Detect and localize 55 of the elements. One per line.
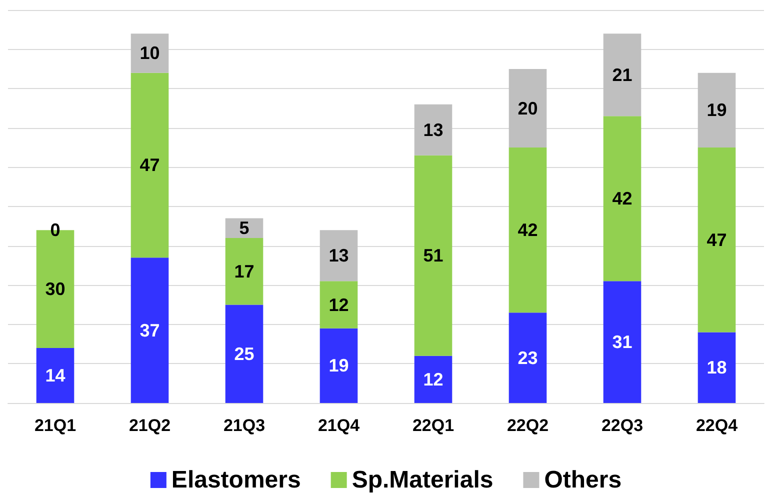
bar	[508, 312, 547, 403]
bar	[414, 356, 452, 403]
data-label: 20	[518, 98, 538, 118]
bar	[130, 258, 169, 403]
data-label: 5	[239, 218, 250, 238]
data-label: 21	[612, 64, 632, 85]
x-tick-label: 21Q1	[34, 416, 76, 435]
legend-label: Others	[544, 466, 622, 494]
data-label: 47	[706, 230, 727, 250]
data-label: 25	[234, 344, 254, 364]
x-tick-label: 22Q4	[696, 416, 738, 435]
data-label: 17	[234, 261, 254, 282]
bar	[508, 68, 547, 148]
data-label: 37	[140, 320, 160, 340]
x-tick-label: 21Q2	[128, 416, 171, 435]
data-label: 19	[706, 100, 727, 120]
data-label: 51	[423, 246, 444, 266]
bar	[603, 116, 642, 282]
data-label: 19	[328, 356, 349, 376]
data-label: 42	[518, 220, 538, 240]
bar	[225, 238, 264, 305]
bar	[320, 281, 358, 328]
data-label: 18	[706, 358, 727, 378]
bar	[603, 281, 642, 403]
x-tick-label: 22Q2	[506, 416, 549, 435]
bar	[698, 72, 736, 148]
data-label: 14	[45, 365, 66, 386]
data-label: 13	[328, 246, 349, 266]
x-tick-label: 21Q3	[223, 416, 266, 435]
data-label: 23	[518, 348, 538, 368]
bar	[130, 34, 169, 73]
bar	[130, 72, 169, 258]
bar	[603, 34, 642, 116]
bar	[36, 348, 74, 403]
data-label: 12	[328, 294, 349, 315]
bar	[698, 148, 736, 332]
bar	[414, 104, 452, 156]
data-label: 47	[140, 155, 160, 176]
data-label: 13	[423, 120, 444, 140]
x-tick-label: 22Q1	[412, 416, 454, 435]
data-label: 42	[612, 188, 632, 209]
bar	[508, 148, 547, 313]
x-tick-label: 22Q3	[601, 416, 644, 435]
legend-label: Sp.Materials	[352, 466, 494, 494]
bar	[320, 230, 358, 282]
bar	[414, 155, 452, 356]
data-label: 31	[612, 332, 632, 352]
x-tick-label: 21Q4	[318, 416, 360, 435]
data-label: 30	[45, 279, 66, 300]
bar	[320, 328, 358, 403]
bar	[698, 332, 736, 403]
legend-label: Elastomers	[171, 466, 301, 494]
data-label: 10	[140, 43, 160, 64]
bar	[225, 304, 264, 403]
data-label: 12	[423, 369, 444, 390]
